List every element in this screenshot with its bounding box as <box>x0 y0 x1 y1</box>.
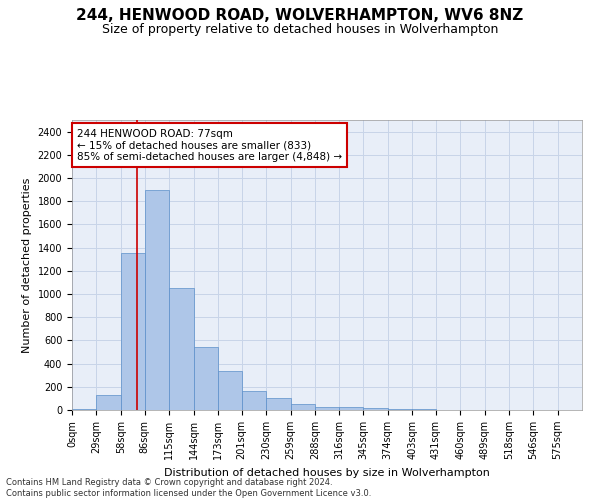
Bar <box>169 288 194 410</box>
Bar <box>364 408 388 410</box>
Bar <box>121 254 145 410</box>
Bar <box>388 409 412 410</box>
Bar <box>194 348 218 410</box>
Text: Size of property relative to detached houses in Wolverhampton: Size of property relative to detached ho… <box>102 22 498 36</box>
Bar <box>242 392 266 410</box>
Text: 244 HENWOOD ROAD: 77sqm
← 15% of detached houses are smaller (833)
85% of semi-d: 244 HENWOOD ROAD: 77sqm ← 15% of detache… <box>77 128 342 162</box>
Bar <box>315 406 339 410</box>
Bar <box>339 407 364 410</box>
Bar <box>97 395 121 410</box>
Bar <box>266 398 290 410</box>
Bar <box>72 409 97 410</box>
Y-axis label: Number of detached properties: Number of detached properties <box>22 178 32 352</box>
Bar <box>290 404 315 410</box>
Text: 244, HENWOOD ROAD, WOLVERHAMPTON, WV6 8NZ: 244, HENWOOD ROAD, WOLVERHAMPTON, WV6 8N… <box>76 8 524 22</box>
Text: Contains HM Land Registry data © Crown copyright and database right 2024.
Contai: Contains HM Land Registry data © Crown c… <box>6 478 371 498</box>
X-axis label: Distribution of detached houses by size in Wolverhampton: Distribution of detached houses by size … <box>164 468 490 477</box>
Bar <box>145 190 169 410</box>
Bar <box>218 371 242 410</box>
